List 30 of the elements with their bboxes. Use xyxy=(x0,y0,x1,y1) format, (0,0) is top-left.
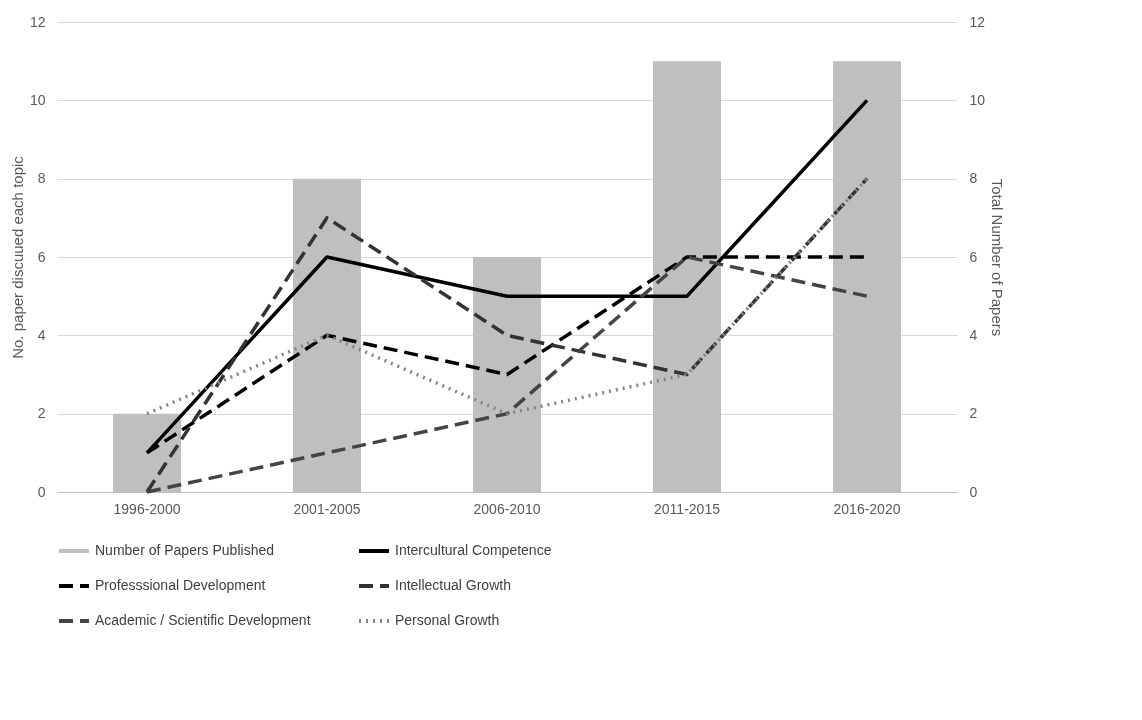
y2-tick-label: 0 xyxy=(969,483,978,500)
x-tick-label: 2001-2005 xyxy=(293,500,361,517)
y-tick-label: 4 xyxy=(37,326,46,343)
y-tick-label: 10 xyxy=(29,91,46,108)
y-tick-label: 6 xyxy=(37,248,46,265)
y2-tick-label: 10 xyxy=(969,91,986,108)
line-series xyxy=(145,255,869,494)
y2-axis-title: Total Number of Papers xyxy=(989,178,1007,337)
line-series xyxy=(145,176,869,416)
x-tick-label: 1996-2000 xyxy=(113,500,181,517)
x-tick-label: 2016-2020 xyxy=(833,500,901,517)
y-tick-label: 2 xyxy=(37,405,46,422)
y2-tick-label: 12 xyxy=(969,13,986,30)
legend-label: Professsional Development xyxy=(95,577,266,593)
y2-tick-label: 2 xyxy=(969,405,978,422)
legend-label: Personal Growth xyxy=(395,612,500,628)
y2-tick-label: 4 xyxy=(969,326,978,343)
line-series xyxy=(145,176,869,494)
legend-label: Intercultural Competence xyxy=(395,542,552,558)
legend-label: Number of Papers Published xyxy=(95,542,274,558)
y2-tick-label: 6 xyxy=(969,248,978,265)
legend-label: Intellectual Growth xyxy=(395,577,511,593)
y-axis-title: No. paper discuued each topic xyxy=(8,155,26,359)
y-tick-label: 0 xyxy=(37,483,46,500)
x-tick-label: 2011-2015 xyxy=(654,500,721,517)
legend-label: Academic / Scientific Development xyxy=(95,612,311,628)
x-tick-label: 2006-2010 xyxy=(473,500,541,517)
y-tick-label: 12 xyxy=(29,13,46,30)
y-tick-label: 8 xyxy=(37,170,46,187)
y2-tick-label: 8 xyxy=(969,170,978,187)
